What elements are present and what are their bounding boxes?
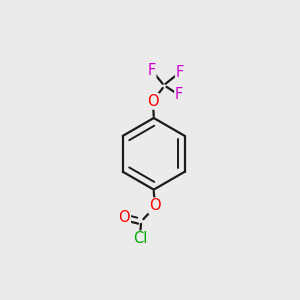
Text: F: F bbox=[147, 63, 156, 78]
Text: O: O bbox=[149, 198, 161, 213]
Text: Cl: Cl bbox=[133, 231, 147, 246]
Text: O: O bbox=[118, 210, 130, 225]
Text: F: F bbox=[176, 65, 184, 80]
Text: F: F bbox=[175, 87, 183, 102]
Text: O: O bbox=[147, 94, 159, 109]
